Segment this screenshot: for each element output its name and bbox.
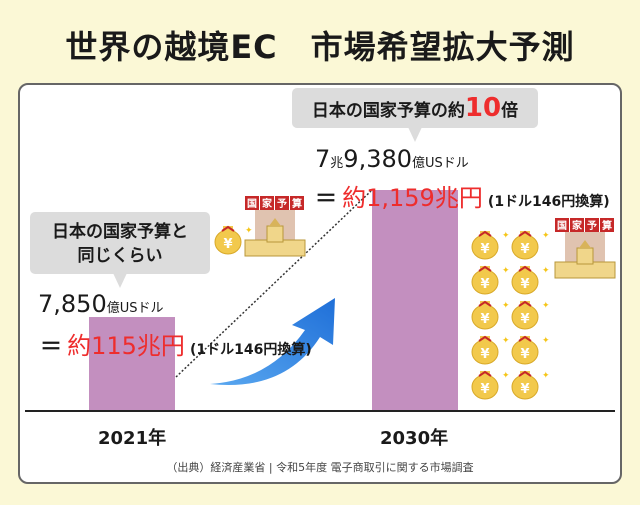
diet-building-icon: 国家予算 [554,218,616,279]
svg-text:¥: ¥ [520,277,529,292]
value-2030-note: (1ドル146円換算) [487,194,610,210]
svg-text:家: 家 [572,219,583,232]
svg-text:✦: ✦ [542,371,550,381]
svg-text:¥: ¥ [520,382,529,397]
value-2030-unit-cho: 兆 [330,156,344,171]
value-2030-yen: ＝ 約1,159兆円 (1ドル146円換算) [315,178,610,213]
bubble-2030-suffix: 倍 [501,101,519,121]
svg-text:家: 家 [262,197,273,210]
value-2021-yen: ＝ 約115兆円 (1ドル146円換算) [40,326,312,361]
bar-2030年 [372,190,458,411]
bar-2021年 [89,317,175,411]
equals-sign: ＝ [40,335,63,360]
svg-text:¥: ¥ [520,347,529,362]
money-bag-icon: ¥✦ [214,225,253,255]
money-bag-icon: ¥✦ [471,300,510,330]
money-bag-icon: ¥✦ [471,370,510,400]
value-2030-usd: 7兆9,380億USドル [315,145,469,173]
value-2030-unit: 億USドル [412,156,469,171]
bubble-2030-text: 日本の国家予算の約 [311,101,465,121]
money-bag-icon: ¥✦ [511,335,550,365]
money-bag-icon: ¥✦ [511,230,550,260]
svg-text:算: 算 [601,219,612,232]
svg-text:¥: ¥ [480,277,489,292]
bubble-2021-line2: 同じくらい [77,246,163,266]
money-bag-icon: ¥✦ [511,265,550,295]
money-bag-icon: ¥✦ [471,265,510,295]
diet-building-icon: 国家予算 [244,196,306,257]
svg-text:✦: ✦ [502,301,510,311]
bubble-2030: 日本の国家予算の約10倍 [292,88,538,142]
value-2030-num2: 9,380 [343,145,413,173]
value-2021-unit: 億USドル [106,301,164,316]
svg-text:¥: ¥ [480,242,489,257]
svg-text:国: 国 [247,198,257,210]
svg-text:予: 予 [587,220,597,232]
svg-text:✦: ✦ [245,226,253,236]
money-bag-icon: ¥✦ [471,230,510,260]
bubble-2030-multiplier: 10 [464,93,502,123]
value-2030-yen-amount: 約1,159兆円 [342,184,483,212]
svg-text:¥: ¥ [480,347,489,362]
value-2030-num: 7 [315,145,331,173]
page-title: 世界の越境EC 市場希望拡大予測 [65,28,575,66]
x-tick-2030: 2030年 [380,428,449,449]
svg-text:✦: ✦ [502,231,510,241]
growth-dotted-line [175,190,372,378]
money-bag-icon: ¥✦ [511,370,550,400]
svg-text:国: 国 [557,220,567,232]
source-note: （出典）経済産業省 | 令和5年度 電子商取引に関する市場調査 [166,461,474,474]
equals-sign: ＝ [315,187,338,212]
bubble-2021-line1: 日本の国家予算と [52,222,188,242]
svg-text:✦: ✦ [542,231,550,241]
svg-text:予: 予 [277,198,287,210]
x-tick-2021: 2021年 [98,428,167,449]
money-bag-icon: ¥✦ [471,335,510,365]
money-bag-icon: ¥✦ [511,300,550,330]
value-2021-num: 7,850 [38,290,107,318]
value-2021-yen-amount: 約115兆円 [67,332,185,360]
svg-text:¥: ¥ [480,382,489,397]
svg-text:¥: ¥ [520,312,529,327]
svg-text:✦: ✦ [542,336,550,346]
value-2021-note: (1ドル146円換算) [190,342,312,358]
bubble-2021: 日本の国家予算と 同じくらい [30,212,210,288]
svg-text:✦: ✦ [542,301,550,311]
growth-arrow-icon [210,298,335,386]
svg-text:¥: ¥ [520,242,529,257]
svg-text:✦: ✦ [502,266,510,276]
svg-text:算: 算 [291,197,302,210]
svg-text:✦: ✦ [502,336,510,346]
value-2021-usd: 7,850億USドル [38,290,164,318]
svg-text:¥: ¥ [223,237,232,252]
svg-text:✦: ✦ [502,371,510,381]
svg-text:¥: ¥ [480,312,489,327]
svg-text:✦: ✦ [542,266,550,276]
